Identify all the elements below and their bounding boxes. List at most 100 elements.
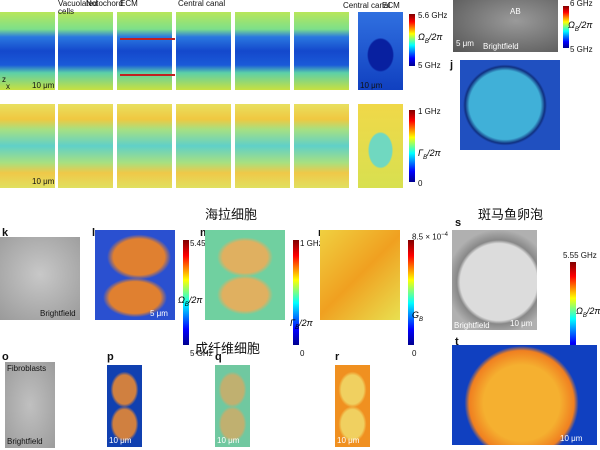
image xyxy=(235,104,290,188)
panel-letter: s xyxy=(455,217,462,229)
panel-letter: l xyxy=(92,227,96,239)
image xyxy=(0,104,55,188)
image xyxy=(5,362,55,448)
symbol: Ω xyxy=(178,295,185,305)
scale-bar: 10 μm xyxy=(217,436,240,445)
panel-letter: k xyxy=(2,227,9,239)
colorbar-max: 1 GHz xyxy=(418,107,441,116)
image xyxy=(358,104,403,188)
scale-bar: 10 μm xyxy=(337,436,360,445)
image xyxy=(294,12,349,90)
colorbar-min: 5 GHz xyxy=(418,61,441,70)
image xyxy=(453,0,558,52)
colorbar xyxy=(563,6,569,48)
colorbar-max: 1 GHz xyxy=(300,239,323,248)
image xyxy=(107,365,142,447)
panel-letter: r xyxy=(335,351,340,363)
image xyxy=(176,104,231,188)
symbol-sub: B xyxy=(419,316,424,323)
annotation: ECM xyxy=(120,0,138,8)
symbol: Γ xyxy=(290,318,296,328)
section-title: 成纤维细胞 xyxy=(195,341,261,356)
image xyxy=(117,12,172,90)
scale-bar: 5 μm xyxy=(150,309,168,318)
symbol-sub: B xyxy=(295,324,300,331)
axis-label: x xyxy=(6,82,10,91)
colorbar-symbol: ΩB/2π xyxy=(178,295,202,308)
colorbar xyxy=(293,240,299,345)
scale-bar: 10 μm xyxy=(32,81,55,90)
annotation: AB xyxy=(510,7,521,16)
colorbar-min: 0 xyxy=(412,349,417,358)
scale-bar: 10 μm xyxy=(109,436,132,445)
colorbar-symbol: ΩB/2π xyxy=(418,32,442,45)
annotation: Vacuolated cells xyxy=(58,0,98,16)
annotation: Fibroblasts xyxy=(7,364,47,373)
colorbar-symbol: ΓB/2π xyxy=(290,318,313,331)
symbol-rest: /2π xyxy=(586,306,600,316)
section-title: 海拉细胞 xyxy=(205,207,258,222)
annotation: Central canal xyxy=(343,1,391,10)
symbol-sub: B xyxy=(424,38,429,45)
colorbar-min: 5 GHz xyxy=(570,45,593,54)
image xyxy=(294,104,349,188)
colorbar xyxy=(409,110,415,182)
image xyxy=(460,60,560,150)
image xyxy=(58,104,113,188)
colorbar-symbol: ΓB/2π xyxy=(418,148,441,161)
annotation: ECM xyxy=(382,1,400,10)
symbol: G xyxy=(412,310,420,320)
image xyxy=(205,230,285,320)
image xyxy=(58,12,113,90)
colorbar-min: 0 xyxy=(418,179,423,188)
scale-bar: 10 μm xyxy=(510,319,533,328)
symbol-rest: /2π xyxy=(299,318,313,328)
caption: Brightfield xyxy=(7,437,43,446)
caption: Brightfield xyxy=(40,309,76,318)
image xyxy=(235,12,290,90)
section-title: 斑马鱼卵泡 xyxy=(478,207,544,222)
scale-bar: 10 μm xyxy=(32,177,55,186)
colorbar-max: 6 GHz xyxy=(570,0,593,8)
panel-letter: t xyxy=(455,336,459,348)
image xyxy=(320,230,400,320)
symbol: Ω xyxy=(568,20,575,30)
symbol-sub: B xyxy=(582,312,587,319)
ecm-line xyxy=(120,38,175,40)
colorbar xyxy=(183,240,189,345)
colorbar-max: 5.6 GHz xyxy=(418,11,448,20)
caption: Brightfield xyxy=(454,321,490,330)
image xyxy=(358,12,403,90)
annotation: Central canal xyxy=(178,0,226,8)
panel-letter: m xyxy=(200,228,210,239)
symbol: Γ xyxy=(418,148,424,158)
axis-label: z xyxy=(2,75,6,84)
panel-letter: q xyxy=(215,351,222,363)
caption: Brightfield xyxy=(483,42,519,51)
colorbar-symbol: GB xyxy=(412,310,423,323)
image xyxy=(335,365,370,447)
ecm-line xyxy=(120,74,175,76)
image xyxy=(215,365,250,447)
image xyxy=(0,237,80,320)
image xyxy=(452,345,597,445)
symbol-sub: B xyxy=(423,154,428,161)
image xyxy=(117,104,172,188)
panel-letter: p xyxy=(107,351,114,363)
symbol-rest: /2π xyxy=(427,148,441,158)
annotation: Notochord xyxy=(86,0,123,8)
colorbar xyxy=(570,262,576,357)
image xyxy=(452,230,537,330)
scale-bar: 10 μm xyxy=(360,81,383,90)
colorbar-max: 8.5 × 10−4 xyxy=(412,232,448,242)
panel-letter: j xyxy=(450,59,454,71)
colorbar-symbol: ΩB/2π xyxy=(568,20,592,33)
symbol: Ω xyxy=(576,306,583,316)
symbol-sub: B xyxy=(574,26,579,33)
colorbar-max: 5.55 GHz xyxy=(563,251,597,260)
colorbar-max-sup: −4 xyxy=(441,232,448,238)
panel-letter: o xyxy=(2,351,9,363)
colorbar xyxy=(409,14,415,66)
symbol-rest: /2π xyxy=(188,295,203,305)
